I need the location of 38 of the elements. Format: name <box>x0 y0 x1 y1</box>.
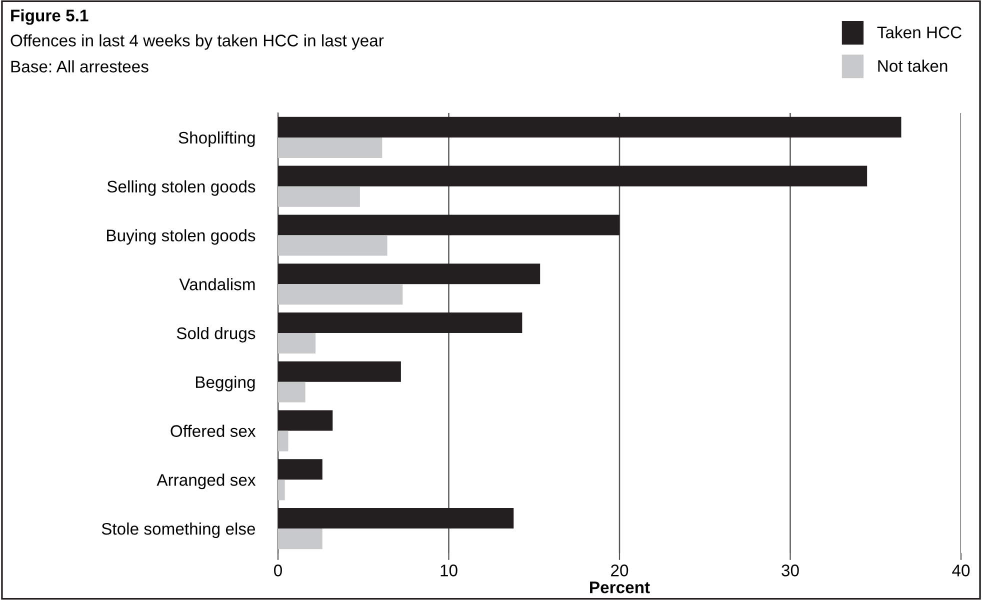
y-tick-label: Sold drugs <box>176 326 256 342</box>
bar <box>278 361 401 382</box>
y-tick-label: Offered sex <box>170 424 256 437</box>
bar <box>278 284 403 305</box>
bar <box>278 137 382 158</box>
y-tick-label: Arranged sex <box>156 474 256 490</box>
legend-label: Not taken <box>878 60 948 72</box>
bar <box>278 214 620 236</box>
bar <box>278 480 285 500</box>
y-tick-label: Shoplifting <box>178 131 255 147</box>
y-tick-label: Buying stolen goods <box>107 229 256 245</box>
y-tick-label: Vandalism <box>179 278 255 290</box>
bar <box>278 333 316 354</box>
bar <box>278 410 333 431</box>
text: Base: All arrestees <box>11 60 148 72</box>
bar <box>278 528 322 550</box>
bar <box>278 312 522 333</box>
y-tick-label: Selling stolen goods <box>107 180 256 196</box>
y-tick-label: Stole something else <box>102 522 256 538</box>
x-tick-label: 10 <box>440 564 458 576</box>
bar <box>278 430 288 452</box>
legend-label: Taken HCC <box>877 26 962 38</box>
x-tick-label: 40 <box>952 564 970 576</box>
bar <box>278 166 868 186</box>
x-tick-label: 0 <box>274 564 282 576</box>
bar <box>278 508 514 529</box>
bar <box>278 459 322 480</box>
chart-subtitle: Offences in last 4 weeks by taken HCC in last year <box>10 34 384 50</box>
text: Figure 5.1 <box>11 9 88 25</box>
bar <box>278 186 360 207</box>
bar <box>278 235 388 256</box>
x-tick-label: 30 <box>782 564 799 576</box>
bar <box>278 382 306 402</box>
y-tick-label: Begging <box>196 376 255 392</box>
bar <box>278 264 540 284</box>
x-axis-title: Percent <box>590 582 650 594</box>
x-tick-label: 20 <box>611 564 628 576</box>
bar <box>278 116 902 138</box>
